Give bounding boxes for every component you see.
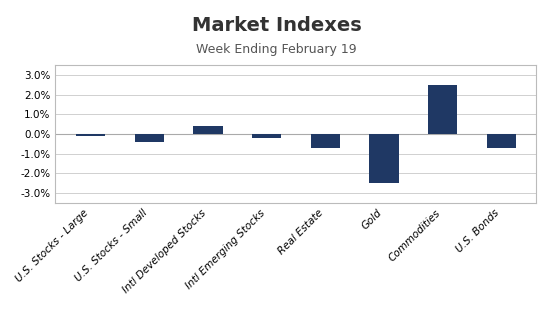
Bar [134, 134, 164, 142]
Bar [311, 134, 340, 148]
Bar [193, 126, 222, 134]
Bar [252, 134, 281, 138]
Bar [487, 134, 516, 148]
Bar [76, 134, 105, 136]
Text: Week Ending February 19: Week Ending February 19 [196, 43, 357, 56]
Text: Market Indexes: Market Indexes [192, 16, 361, 35]
Bar [369, 134, 399, 183]
Bar [428, 85, 457, 134]
